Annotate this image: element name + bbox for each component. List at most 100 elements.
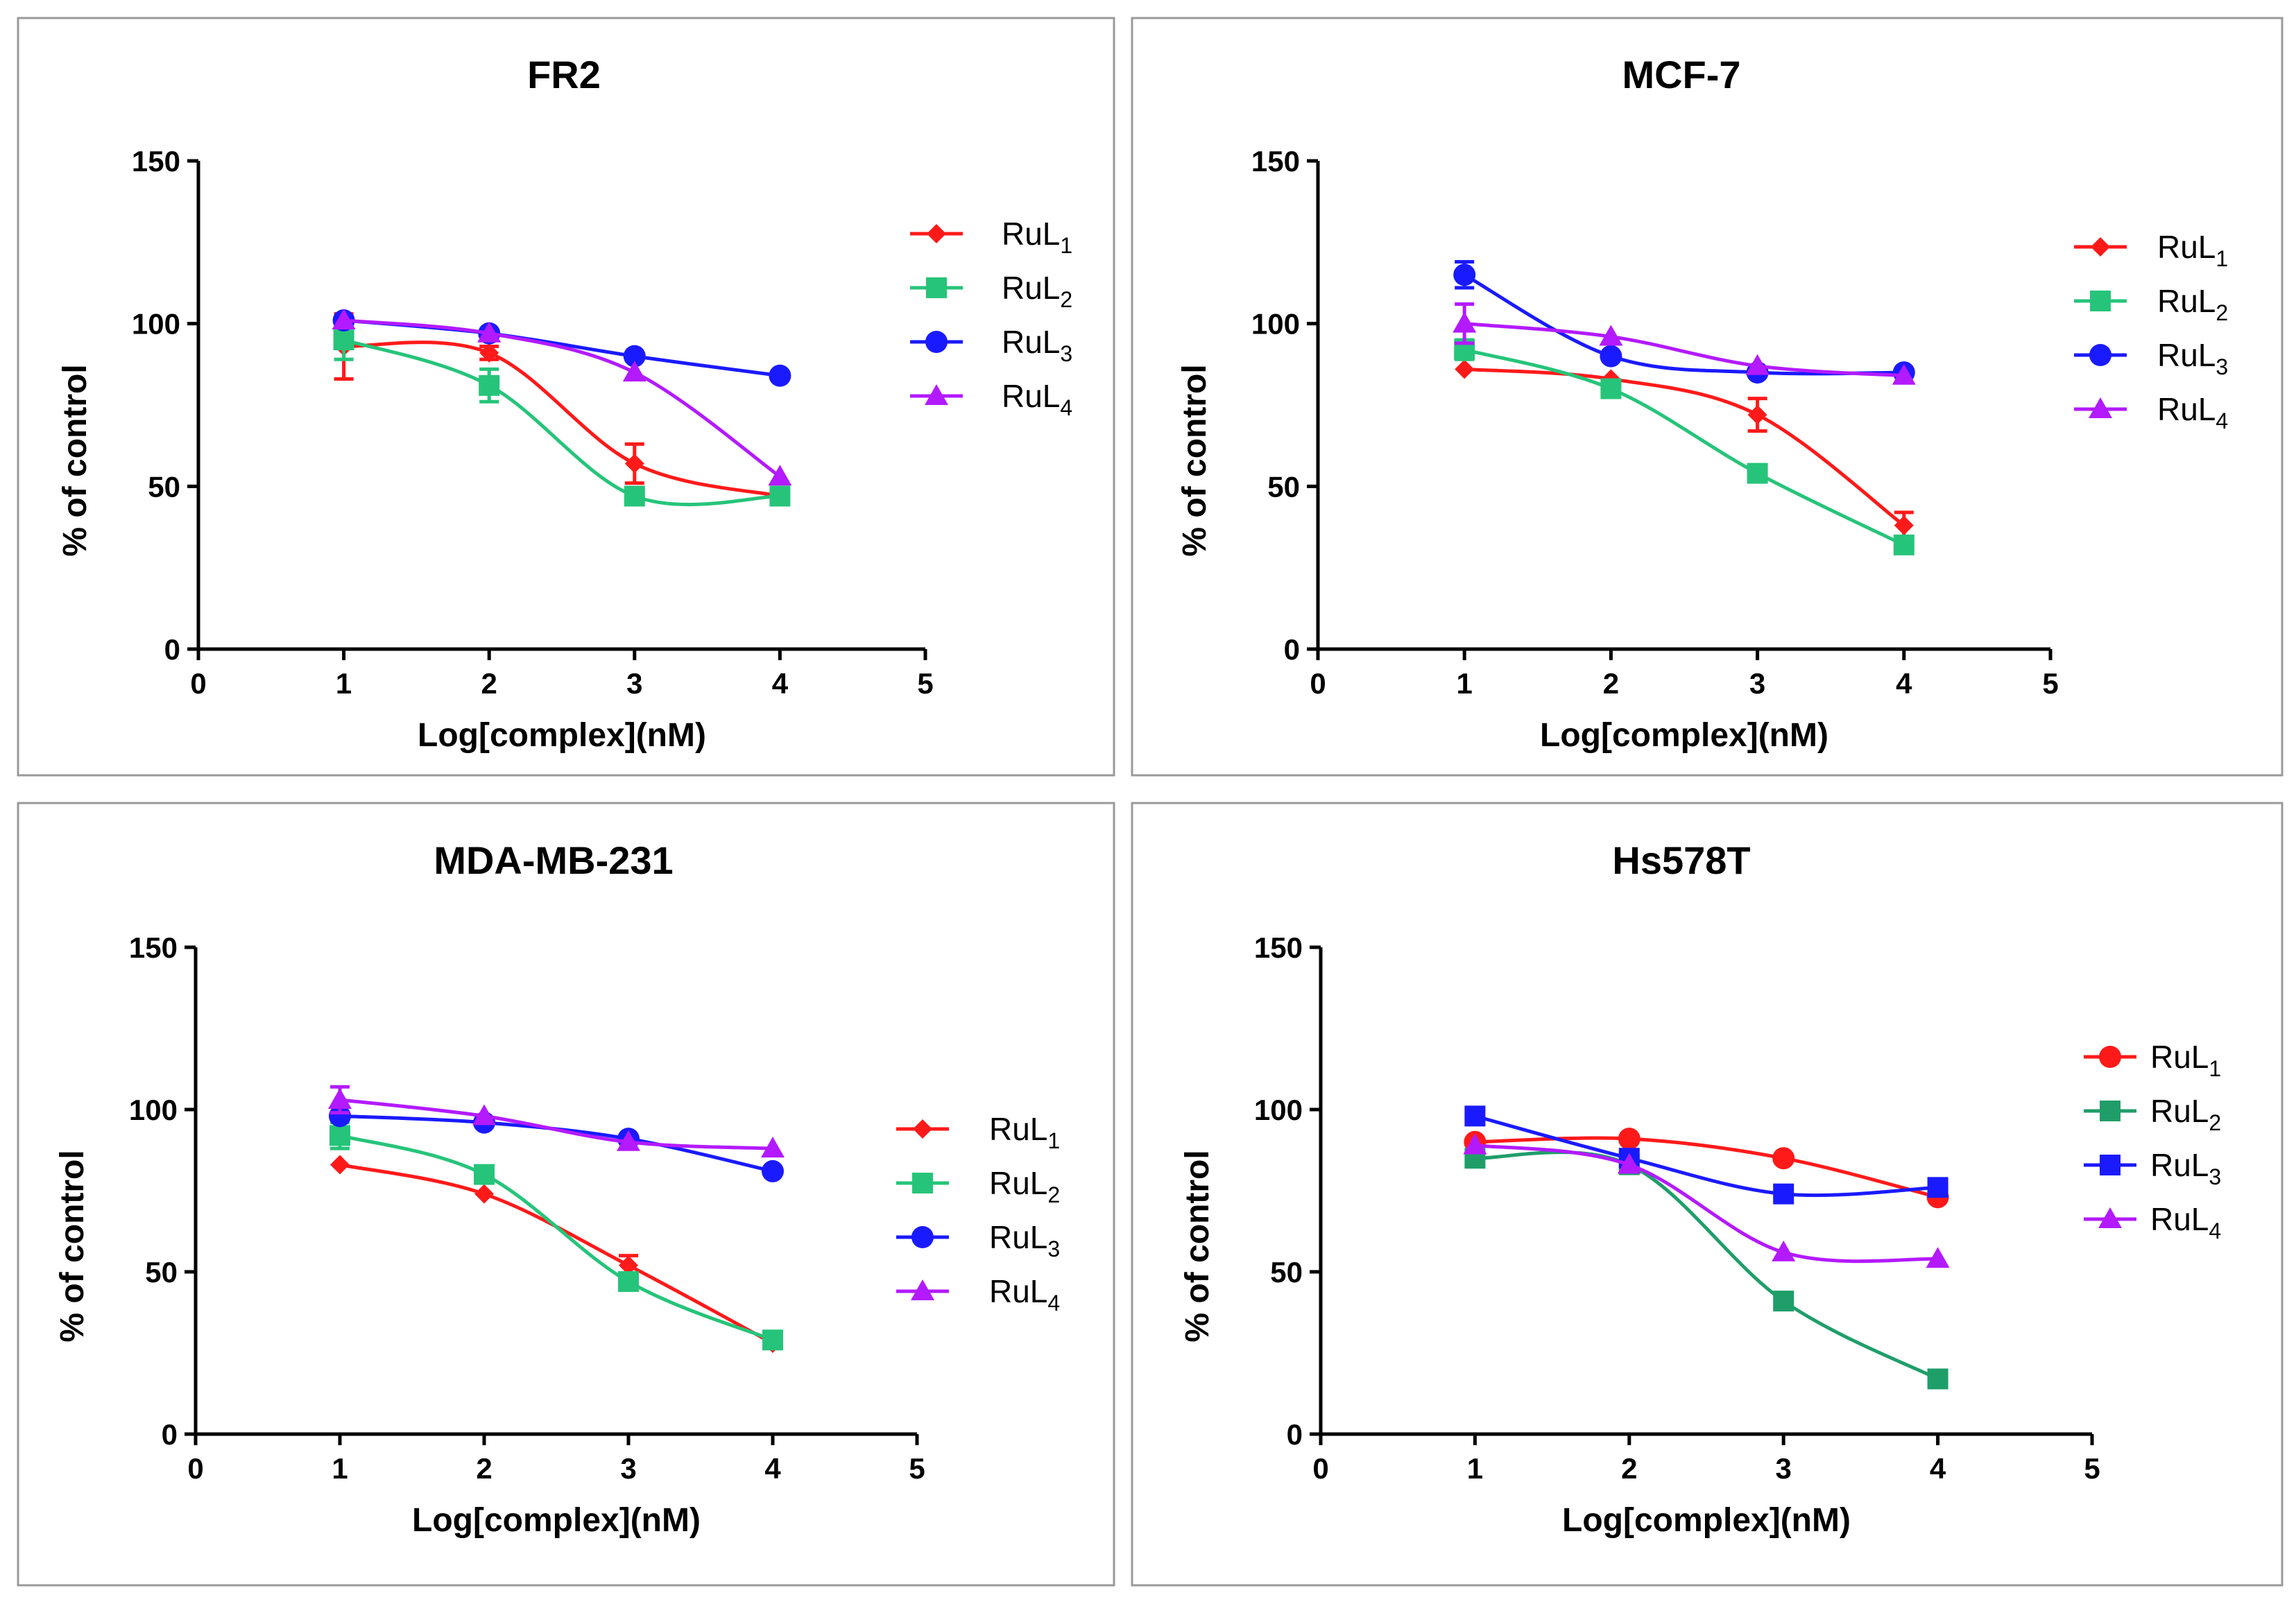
- data-point: [328, 1087, 352, 1109]
- y-tick-label: 0: [162, 1418, 178, 1451]
- y-tick-label: 50: [1270, 1256, 1303, 1288]
- x-tick-label: 1: [1467, 1452, 1483, 1485]
- chart-title: MCF-7: [1622, 53, 1740, 96]
- series-3: RuL4: [328, 1085, 1060, 1316]
- y-tick-label: 150: [129, 931, 178, 964]
- y-axis-label: % of control: [57, 364, 94, 556]
- legend-marker: [925, 331, 948, 353]
- data-point: [761, 1137, 785, 1158]
- panel-frame: [17, 17, 1115, 777]
- x-axis-label: Log[complex](nM): [1540, 717, 1828, 754]
- x-tick-label: 3: [1776, 1452, 1792, 1485]
- legend-marker: [2099, 1046, 2121, 1068]
- legend-label: RuL1: [1002, 216, 1072, 258]
- data-point: [474, 1164, 495, 1185]
- series-1: RuL2: [333, 270, 1072, 507]
- x-axis-label: Log[complex](nM): [1562, 1502, 1851, 1539]
- y-tick-label: 150: [132, 145, 180, 178]
- x-tick-label: 0: [187, 1452, 203, 1485]
- data-point: [1894, 515, 1914, 535]
- series-2: RuL3: [1464, 1105, 2221, 1205]
- series-3: RuL4: [1453, 302, 2228, 433]
- x-tick-label: 3: [1749, 667, 1765, 700]
- series-line: [343, 318, 781, 478]
- x-tick-label: 3: [626, 667, 642, 700]
- data-point: [762, 1159, 784, 1182]
- data-point: [619, 1255, 638, 1275]
- series-line: [1475, 1143, 1938, 1264]
- data-point: [769, 485, 791, 507]
- x-tick-label: 4: [772, 667, 789, 700]
- x-tick-label: 5: [2084, 1452, 2100, 1485]
- data-point: [1464, 1105, 1486, 1127]
- data-point: [1599, 325, 1623, 346]
- data-point: [1618, 1128, 1640, 1150]
- series-line: [343, 340, 780, 498]
- series-3: RuL4: [332, 308, 1072, 486]
- data-point: [622, 361, 646, 382]
- data-point: [1747, 405, 1767, 425]
- data-point: [1747, 463, 1768, 484]
- x-axis-label: Log[complex](nM): [418, 717, 706, 754]
- data-point: [1463, 1133, 1487, 1155]
- legend-label: RuL4: [2150, 1201, 2221, 1243]
- y-tick-label: 0: [1287, 1418, 1303, 1451]
- data-point: [1893, 534, 1914, 555]
- chart-title: FR2: [527, 53, 601, 96]
- series-line: [1474, 1114, 1938, 1198]
- x-tick-label: 4: [1896, 667, 1912, 700]
- data-point: [1772, 1240, 1796, 1261]
- data-point: [624, 454, 644, 474]
- x-tick-label: 0: [190, 667, 206, 700]
- panel-frame: [17, 802, 1115, 1587]
- legend-marker: [926, 277, 947, 298]
- x-axis-label: Log[complex](nM): [412, 1502, 701, 1539]
- data-point: [624, 485, 645, 507]
- legend-label: RuL4: [2157, 391, 2228, 433]
- y-tick-label: 150: [1254, 931, 1303, 964]
- data-point: [472, 1104, 496, 1126]
- data-point: [1927, 1368, 1948, 1390]
- series-line: [1475, 1150, 1939, 1381]
- x-tick-label: 0: [1310, 667, 1326, 700]
- legend-marker: [911, 1226, 934, 1248]
- data-point: [769, 364, 791, 387]
- legend-label: RuL1: [989, 1111, 1060, 1153]
- data-point: [479, 374, 500, 396]
- legend-label: RuL2: [1002, 270, 1072, 312]
- series-line: [339, 1134, 773, 1342]
- series-line: [1464, 322, 1904, 378]
- legend-label: RuL3: [989, 1219, 1060, 1261]
- y-tick-label: 100: [129, 1094, 178, 1126]
- y-tick-label: 50: [148, 470, 180, 503]
- y-axis-label: % of control: [1179, 1150, 1216, 1342]
- data-point: [333, 329, 354, 351]
- data-point: [329, 1105, 351, 1128]
- data-point: [474, 1184, 494, 1204]
- legend-marker: [913, 1119, 932, 1139]
- data-point: [1455, 359, 1475, 379]
- x-tick-label: 5: [909, 1452, 925, 1485]
- data-point: [1773, 1183, 1794, 1205]
- x-tick-label: 5: [2042, 667, 2058, 700]
- series-line: [343, 338, 780, 506]
- x-tick-label: 1: [1457, 667, 1473, 700]
- legend-marker: [2100, 1155, 2121, 1175]
- legend-label: RuL4: [1002, 378, 1072, 420]
- legend-marker: [2100, 1101, 2121, 1121]
- legend-marker: [2090, 291, 2111, 311]
- legend-label: RuL1: [2150, 1039, 2221, 1081]
- x-tick-label: 3: [620, 1452, 636, 1485]
- x-tick-label: 4: [764, 1452, 781, 1485]
- y-tick-label: 100: [1251, 308, 1300, 340]
- data-point: [479, 343, 499, 363]
- legend-label: RuL1: [2157, 229, 2228, 271]
- data-point: [1773, 1291, 1794, 1312]
- y-tick-label: 50: [1267, 470, 1300, 503]
- legend-label: RuL3: [2157, 337, 2228, 379]
- legend-marker: [911, 1279, 934, 1300]
- series-3: RuL4: [1463, 1133, 2221, 1268]
